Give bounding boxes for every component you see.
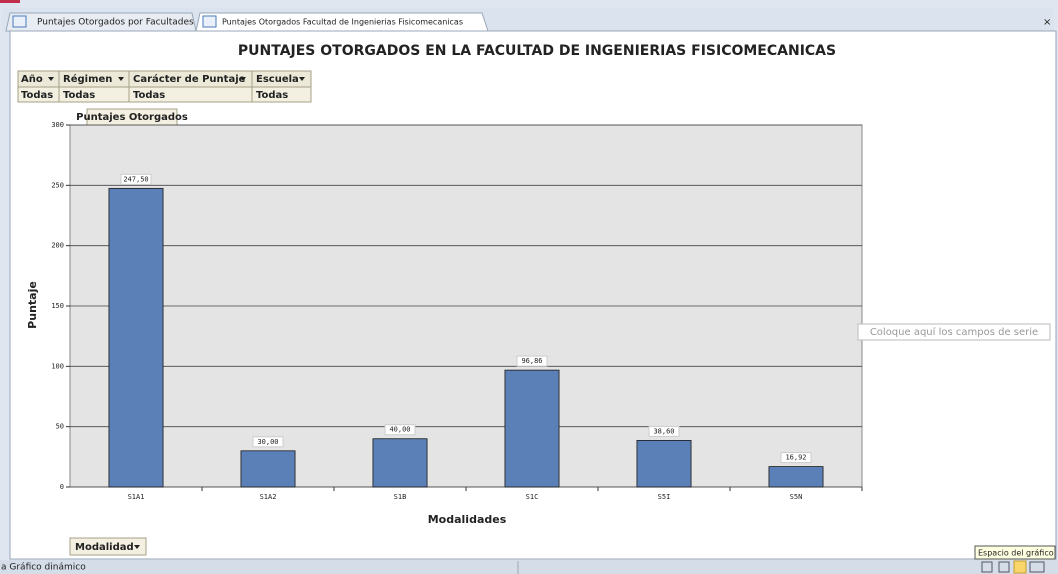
view-icon[interactable]	[981, 561, 993, 573]
bar	[240, 450, 296, 488]
category-field-label[interactable]: Modalidad	[75, 542, 134, 553]
close-button[interactable]: ×	[1043, 17, 1051, 28]
value-label-box	[384, 424, 416, 436]
x-tick-label: S1A1	[128, 493, 145, 501]
filter-header[interactable]: Carácter de Puntaje	[133, 73, 246, 85]
value-label-box	[648, 425, 680, 437]
y-tick-label: 150	[51, 302, 64, 310]
bar	[504, 369, 560, 488]
value-label-box	[516, 355, 548, 367]
tab-label[interactable]: Puntajes Otorgados Facultad de Ingenieri…	[222, 18, 463, 27]
filter-value: Todas	[256, 90, 288, 101]
view-icon[interactable]	[1029, 561, 1045, 573]
filter-header[interactable]: Escuela	[256, 74, 299, 85]
tab-label[interactable]: Puntajes Otorgados por Facultades	[37, 18, 194, 28]
filter-value-row	[17, 86, 312, 103]
value-label-box	[780, 452, 812, 464]
x-tick-label: S5N	[790, 493, 803, 501]
view-icon[interactable]	[998, 561, 1010, 573]
dropdown-arrow	[48, 77, 305, 81]
x-tick-label: S1C	[526, 493, 539, 501]
category-field-button[interactable]	[69, 537, 147, 556]
filter-value: Todas	[133, 90, 165, 101]
value-label: 16,92	[785, 454, 806, 462]
y-tick-label: 0	[60, 483, 64, 491]
y-axis-label: Puntaje	[26, 281, 39, 329]
y-tick-label: 200	[51, 242, 64, 250]
status-bar	[0, 560, 1058, 574]
y-tick-label: 100	[51, 362, 64, 370]
chart-title: PUNTAJES OTORGADOS EN LA FACULTAD DE ING…	[238, 43, 836, 59]
tab-icon	[12, 15, 27, 28]
status-text: a Gráfico dinámico	[1, 563, 86, 573]
value-label-box	[252, 436, 284, 448]
value-label: 96,86	[521, 357, 542, 365]
y-tick-label: 50	[56, 423, 64, 431]
filter-header[interactable]: Régimen	[63, 73, 112, 85]
bar	[636, 440, 692, 488]
filter-table: Año Régimen Carácter de Puntaje Escuela …	[17, 70, 312, 103]
x-tick-label: S5I	[658, 493, 671, 501]
bar	[372, 438, 428, 488]
tab-icon	[202, 15, 217, 28]
series-drop-zone[interactable]	[857, 323, 1051, 341]
filter-value: Todas	[63, 90, 95, 101]
accent	[0, 0, 20, 3]
y-tick-label: 250	[51, 181, 64, 189]
bar	[768, 466, 824, 488]
value-label: 247,50	[123, 175, 148, 183]
value-label: 30,00	[257, 438, 278, 446]
data-field-label[interactable]: Puntajes Otorgados	[76, 112, 188, 123]
value-label-box	[120, 173, 152, 185]
series-drop-label[interactable]: Coloque aquí los campos de serie	[870, 326, 1038, 338]
x-axis-label: Modalidades	[428, 513, 507, 526]
filter-header[interactable]: Año	[21, 74, 43, 85]
bar	[108, 187, 164, 488]
tooltip-box	[974, 545, 1056, 560]
x-tick-label: S1B	[394, 493, 407, 501]
x-tick-label: S1A2	[260, 493, 277, 501]
view-icon-active[interactable]	[1013, 560, 1027, 574]
value-label: 38,60	[653, 427, 674, 435]
tooltip: Espacio del gráfico	[978, 549, 1054, 558]
dropdown-arrow	[134, 545, 140, 549]
value-label: 40,00	[389, 426, 410, 434]
y-tick-label: 300	[51, 121, 64, 129]
filter-value: Todas	[21, 90, 53, 101]
